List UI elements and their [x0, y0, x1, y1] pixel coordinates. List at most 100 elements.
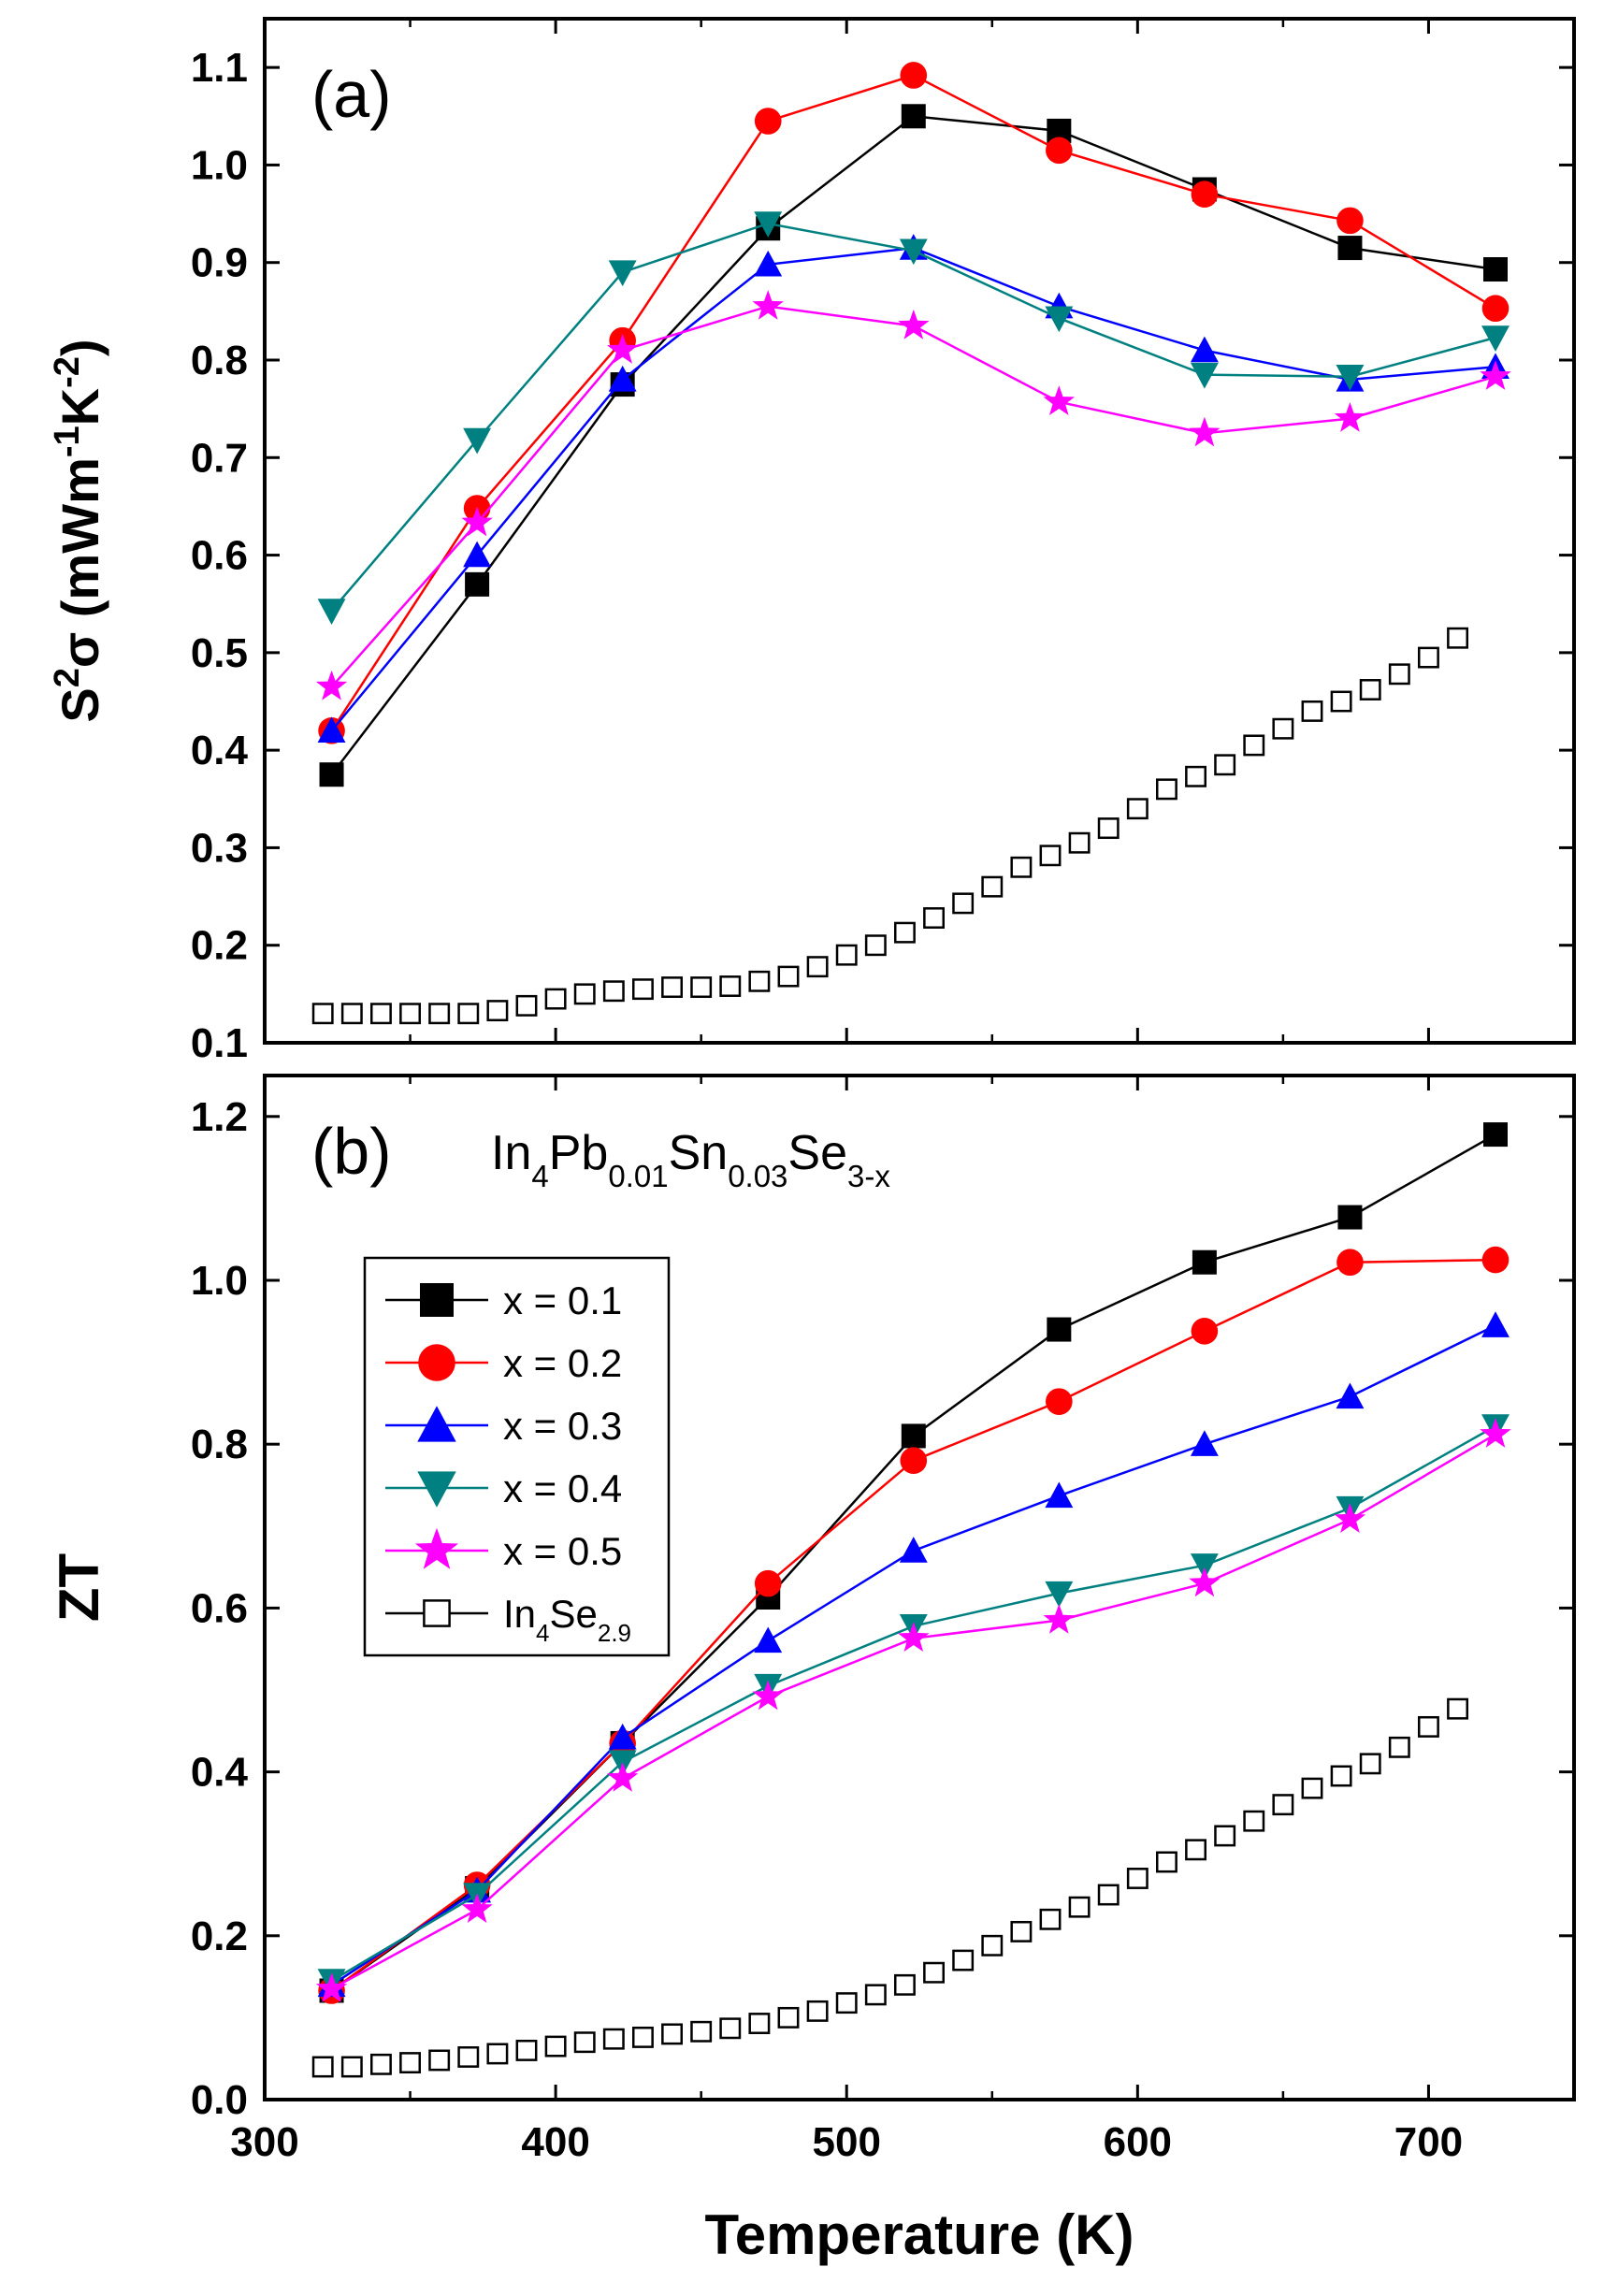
data-point	[1190, 1430, 1219, 1456]
data-point	[754, 211, 783, 238]
data-point	[661, 976, 684, 999]
data-point	[1447, 1697, 1469, 1720]
data-point	[1068, 1896, 1091, 1918]
y-axis-title: S2σ (mWm-1K-2)	[48, 339, 109, 722]
x-tick-label: 700	[1394, 2119, 1463, 2165]
data-point	[748, 2013, 771, 2034]
data-point	[1480, 360, 1511, 390]
x-tick-label: 600	[1104, 2119, 1172, 2165]
data-point	[486, 2043, 509, 2065]
data-point	[981, 1934, 1004, 1957]
data-point	[1214, 754, 1236, 776]
data-point	[1336, 365, 1365, 391]
data-point	[544, 988, 567, 1010]
x-tick-label: 500	[813, 2119, 881, 2165]
data-point	[754, 1569, 782, 1597]
data-point	[777, 965, 800, 988]
data-point	[1068, 831, 1091, 854]
data-point	[457, 1003, 480, 1025]
legend-label: x = 0.3	[503, 1404, 622, 1448]
data-point	[1046, 137, 1073, 165]
data-point	[486, 1000, 509, 1022]
data-point	[1097, 817, 1120, 840]
data-point	[607, 1762, 639, 1792]
data-point	[1272, 717, 1294, 740]
data-point	[1045, 1581, 1074, 1608]
data-point	[754, 108, 782, 135]
data-point	[1272, 1794, 1294, 1816]
y-tick-label: 1.0	[191, 1258, 248, 1304]
legend: x = 0.1 x = 0.2 x = 0.3 x = 0.4 x = 0.5 In4Se…	[363, 1256, 671, 1657]
data-point	[1185, 765, 1207, 787]
data-point	[952, 892, 975, 915]
data-point	[893, 1973, 916, 1996]
data-point	[893, 921, 916, 944]
data-point	[1447, 627, 1469, 649]
data-point	[461, 1893, 493, 1923]
data-point	[1039, 1908, 1062, 1930]
data-point	[607, 334, 639, 364]
data-point	[1010, 1920, 1033, 1942]
data-point	[1301, 700, 1323, 722]
data-point	[1126, 798, 1148, 820]
data-point	[1045, 306, 1074, 333]
data-point	[981, 875, 1004, 898]
data-point	[1191, 1318, 1219, 1345]
legend-label: In4Se2.9	[503, 1592, 631, 1647]
data-point	[899, 1537, 928, 1563]
data-point	[1388, 1736, 1410, 1758]
data-point	[463, 427, 492, 455]
y-tick-label: 0.8	[191, 338, 248, 383]
y-tick-label: 0.4	[191, 728, 249, 773]
data-point	[719, 2017, 742, 2040]
data-point	[1483, 257, 1508, 282]
y-tick-label: 0.9	[191, 240, 248, 286]
data-point	[1336, 1382, 1365, 1409]
data-point	[923, 1961, 946, 1984]
data-point	[1481, 325, 1510, 352]
data-point	[1185, 1839, 1207, 1861]
y-tick-label: 0.6	[191, 1585, 248, 1631]
legend-marker	[418, 1344, 455, 1381]
series-line	[330, 305, 1496, 688]
data-point	[806, 2000, 829, 2022]
data-point	[1155, 778, 1177, 801]
data-point	[1189, 1567, 1221, 1597]
plot-frame	[263, 1074, 1576, 2101]
data-point	[428, 1003, 451, 1025]
series-4	[317, 211, 1510, 625]
y-tick-label: 0.7	[191, 435, 248, 481]
data-point	[319, 762, 344, 787]
series-line	[330, 222, 1496, 612]
series-1	[319, 104, 1508, 787]
data-point	[1330, 1765, 1352, 1787]
panel-label: (a)	[311, 58, 392, 131]
data-point	[1417, 646, 1439, 669]
data-point	[864, 1984, 887, 2006]
plot-frame	[263, 17, 1576, 1045]
data-point	[1045, 1481, 1074, 1509]
data-point	[1047, 1317, 1072, 1342]
data-point	[1336, 207, 1364, 235]
x-tick-label: 400	[521, 2119, 589, 2165]
legend-label: x = 0.2	[503, 1341, 622, 1385]
data-point	[1190, 336, 1219, 363]
data-point	[608, 1723, 637, 1750]
data-point	[340, 1003, 363, 1025]
data-point	[428, 2049, 451, 2072]
panel-b: 300 400 500 600 700 0.0 0.2 0.4 0.6 0.8 1.0 1.2 (b) Z…	[48, 1074, 1576, 2165]
data-point	[631, 978, 654, 1001]
data-point	[317, 599, 346, 625]
data-point	[1190, 362, 1219, 389]
legend-marker	[423, 1599, 451, 1627]
data-point	[1480, 1418, 1511, 1448]
data-point	[898, 1622, 930, 1652]
series-5	[315, 1418, 1511, 2002]
data-point	[311, 2056, 334, 2078]
data-point	[1337, 236, 1363, 261]
data-point	[1043, 1604, 1075, 1634]
panel-label: (b)	[311, 1115, 392, 1188]
data-point	[369, 1003, 392, 1025]
data-point	[457, 2045, 480, 2068]
data-point	[835, 1992, 858, 2014]
